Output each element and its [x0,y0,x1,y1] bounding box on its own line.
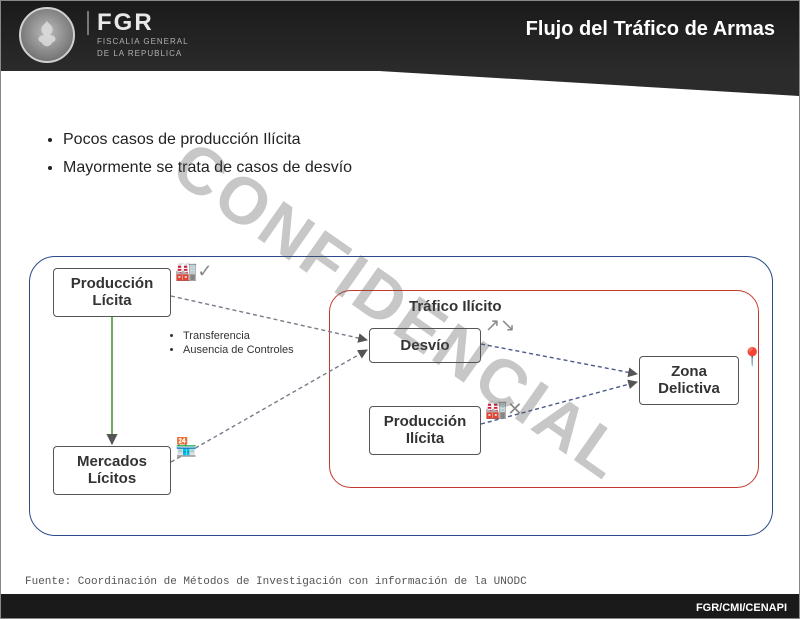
flow-diagram: Tráfico Ilícito Producción Lícita 🏭✓ Mer… [29,256,773,536]
node-produccion-licita: Producción Lícita [53,268,171,317]
node-label: Mercados [77,453,147,470]
node-label: Ilícita [406,430,444,447]
header-triangle [379,71,799,96]
sub-bullet-item: Transferencia [183,330,294,342]
source-note: Fuente: Coordinación de Métodos de Inves… [25,576,527,588]
node-label: Producción [384,413,467,430]
node-produccion-ilicita: Producción Ilícita [369,406,481,455]
node-mercados-licitos: Mercados Lícitos [53,446,171,495]
agency-subtitle-2: DE LA REPUBLICA [87,49,189,59]
footer-code: FGR/CMI/CENAPI [696,602,787,614]
sub-bullets: Transferencia Ausencia de Controles [169,330,294,358]
node-label: Lícita [92,292,131,309]
bullet-item: Pocos casos de producción Ilícita [63,131,352,149]
main-bullets: Pocos casos de producción Ilícita Mayorm… [63,131,352,187]
factory-check-icon: 🏭✓ [175,262,213,280]
node-label: Desvío [400,337,449,354]
footer-bar: FGR/CMI/CENAPI [1,594,799,618]
illicit-frame-title: Tráfico Ilícito [409,298,502,315]
diversion-icon: ↗↘ [485,316,515,334]
bullet-item: Mayormente se trata de casos de desvío [63,159,352,177]
factory-cross-icon: 🏭✕ [485,400,523,418]
node-label: Producción [71,275,154,292]
node-desvio: Desvío [369,328,481,363]
agency-block: FGR FISCALIA GENERAL DE LA REPUBLICA [87,11,189,58]
agency-subtitle-1: FISCALIA GENERAL [87,37,189,47]
node-zona-delictiva: Zona Delictiva [639,356,739,405]
crime-zone-icon: 📍 [741,348,763,366]
sub-bullet-item: Ausencia de Controles [183,344,294,356]
header: FGR FISCALIA GENERAL DE LA REPUBLICA Flu… [1,1,799,96]
market-icon: 🏪 [175,438,197,456]
node-label: Zona [671,363,707,380]
agency-acronym: FGR [87,11,189,35]
node-label: Delictiva [658,380,720,397]
slide-title: Flujo del Tráfico de Armas [526,17,775,41]
mexico-seal-icon [19,7,75,63]
eagle-icon [30,18,64,52]
node-label: Lícitos [88,470,136,487]
